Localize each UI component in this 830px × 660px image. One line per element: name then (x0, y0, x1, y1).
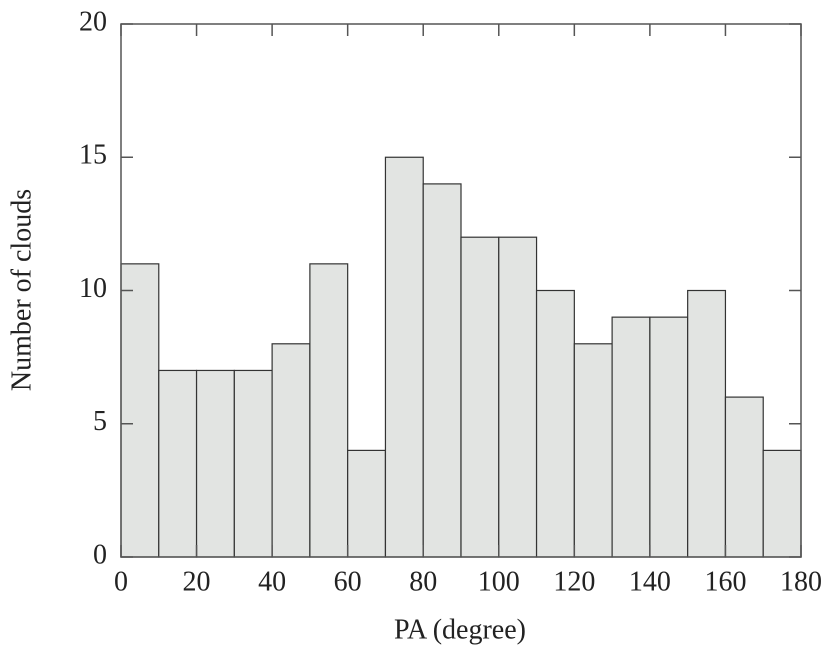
bar (535, 289, 575, 558)
bar (762, 449, 802, 558)
bar (498, 236, 538, 558)
x-tick-label: 0 (114, 566, 128, 597)
y-tick-label: 10 (79, 273, 107, 304)
bar (233, 369, 273, 558)
y-tick-label: 5 (93, 406, 107, 437)
x-axis-label: PA (degree) (394, 614, 526, 645)
x-tick-label: 20 (183, 566, 211, 597)
bar (687, 289, 727, 558)
x-tick-label: 80 (409, 566, 437, 597)
x-tick-label: 100 (478, 566, 520, 597)
bar (309, 263, 349, 558)
x-tick-label: 120 (553, 566, 595, 597)
bar (611, 316, 651, 558)
y-axis-label: Number of clouds (6, 189, 37, 391)
y-tick-label: 15 (79, 140, 107, 171)
x-tick-label: 180 (780, 566, 822, 597)
bar (120, 263, 160, 558)
bar (384, 156, 424, 558)
bar (195, 369, 235, 558)
bar (649, 316, 689, 558)
y-tick-label: 20 (79, 6, 107, 37)
x-tick-label: 40 (258, 566, 286, 597)
x-tick-label: 160 (704, 566, 746, 597)
bar (271, 343, 311, 558)
bar (724, 396, 764, 558)
x-tick-label: 140 (629, 566, 671, 597)
bar (158, 369, 198, 558)
bar (573, 343, 613, 558)
y-tick-label: 0 (93, 539, 107, 570)
x-tick-label: 60 (334, 566, 362, 597)
bar (422, 183, 462, 558)
bar (460, 236, 500, 558)
bar (347, 449, 387, 558)
